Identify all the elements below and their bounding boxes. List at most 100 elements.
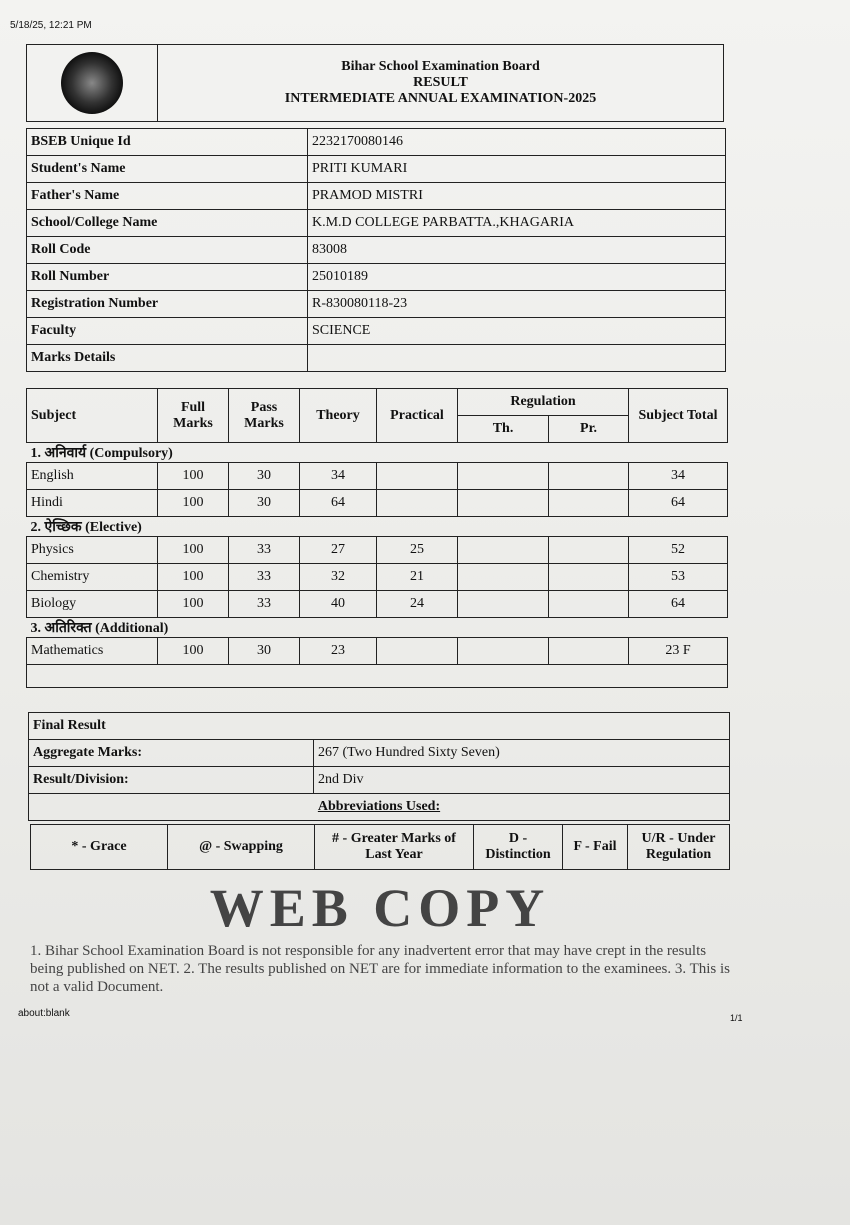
section-title: 2. ऐच्छिक (Elective) (26, 516, 728, 537)
info-value: R-830080118-23 (307, 290, 726, 318)
web-copy-watermark: WEB COPY (209, 878, 551, 938)
empty-cell (26, 664, 728, 688)
cell-total: 53 (628, 563, 728, 591)
subject-row: Chemistry 100 33 32 21 53 (26, 563, 728, 591)
cell-theory: 23 (299, 637, 377, 665)
info-label: School/College Name (26, 209, 308, 237)
cell-practical (376, 489, 458, 517)
abbr-grace: * - Grace (30, 824, 168, 870)
cell-full: 100 (157, 563, 229, 591)
cell-subject: English (26, 462, 158, 490)
col-pass-marks: Pass Marks (228, 388, 300, 443)
info-row: Registration Number R-830080118-23 (26, 290, 726, 318)
subject-row: Physics 100 33 27 25 52 (26, 536, 728, 564)
marks-table: Subject Full Marks Pass Marks Theory Pra… (26, 388, 728, 688)
abbr-fail: F - Fail (562, 824, 628, 870)
cell-subject: Chemistry (26, 563, 158, 591)
info-value: 25010189 (307, 263, 726, 291)
cell-pr (548, 536, 629, 564)
page-url: about:blank (18, 1008, 70, 1019)
cell-pr (548, 590, 629, 618)
info-row: Faculty SCIENCE (26, 317, 726, 345)
logo-cell (26, 44, 158, 122)
abbr-swapping: @ - Swapping (167, 824, 315, 870)
cell-total: 64 (628, 489, 728, 517)
cell-theory: 27 (299, 536, 377, 564)
info-value: 2232170080146 (307, 128, 726, 156)
cell-pass: 30 (228, 489, 300, 517)
exam-name: INTERMEDIATE ANNUAL EXAMINATION-2025 (284, 91, 597, 106)
subject-row: English 100 30 34 34 (26, 462, 728, 490)
result-table: Final Result Aggregate Marks: 267 (Two Hu… (28, 712, 730, 821)
abbreviations-table: * - Grace @ - Swapping # - Greater Marks… (30, 824, 730, 870)
info-label: Faculty (26, 317, 308, 345)
info-label: Student's Name (26, 155, 308, 183)
section-title: 3. अतिरिक्त (Additional) (26, 617, 728, 638)
cell-full: 100 (157, 590, 229, 618)
division-value: 2nd Div (313, 766, 730, 794)
info-value: PRAMOD MISTRI (307, 182, 726, 210)
section-title: 1. अनिवार्य (Compulsory) (26, 442, 728, 463)
abbr-under-regulation: U/R - Under Regulation (627, 824, 730, 870)
col-subject-total: Subject Total (628, 388, 728, 443)
cell-full: 100 (157, 536, 229, 564)
cell-subject: Mathematics (26, 637, 158, 665)
cell-theory: 34 (299, 462, 377, 490)
info-row: Roll Code 83008 (26, 236, 726, 264)
cell-total: 64 (628, 590, 728, 618)
cell-full: 100 (157, 489, 229, 517)
col-theory: Theory (299, 388, 377, 443)
cell-subject: Biology (26, 590, 158, 618)
header-title: Bihar School Examination Board RESULT IN… (157, 44, 724, 122)
info-row: Father's Name PRAMOD MISTRI (26, 182, 726, 210)
cell-pass: 30 (228, 637, 300, 665)
page-number: 1/1 (730, 1013, 743, 1023)
col-full-marks: Full Marks (157, 388, 229, 443)
board-name: Bihar School Examination Board (341, 59, 540, 74)
section-row: 3. अतिरिक्त (Additional) (26, 617, 728, 638)
info-label: Marks Details (26, 344, 308, 372)
student-info-table: BSEB Unique Id 2232170080146 Student's Nam… (26, 128, 726, 372)
info-label: Registration Number (26, 290, 308, 318)
info-value (307, 344, 726, 372)
cell-theory: 40 (299, 590, 377, 618)
cell-full: 100 (157, 462, 229, 490)
spacer-row (26, 664, 728, 688)
cell-theory: 32 (299, 563, 377, 591)
info-value: 83008 (307, 236, 726, 264)
cell-th (456, 536, 550, 564)
cell-practical: 25 (376, 536, 458, 564)
cell-pr (548, 489, 629, 517)
aggregate-label: Aggregate Marks: (28, 739, 314, 767)
cell-pr (548, 637, 629, 665)
cell-th (456, 563, 550, 591)
cell-total: 34 (628, 462, 728, 490)
cell-total: 23 F (628, 637, 728, 665)
abbreviations-title: Abbreviations Used: (28, 793, 730, 821)
info-value: K.M.D COLLEGE PARBATTA.,KHAGARIA (307, 209, 726, 237)
disclaimer-watermark: 1. Bihar School Examination Board is not… (30, 943, 731, 995)
bseb-logo (61, 52, 123, 114)
division-label: Result/Division: (28, 766, 314, 794)
info-label: BSEB Unique Id (26, 128, 308, 156)
abbr-distinction: D - Distinction (473, 824, 563, 870)
cell-th (456, 637, 550, 665)
subject-row: Mathematics 100 30 23 23 F (26, 637, 728, 665)
subject-row: Hindi 100 30 64 64 (26, 489, 728, 517)
info-label: Roll Number (26, 263, 308, 291)
cell-subject: Physics (26, 536, 158, 564)
cell-theory: 64 (299, 489, 377, 517)
section-row: 1. अनिवार्य (Compulsory) (26, 442, 728, 463)
cell-full: 100 (157, 637, 229, 665)
aggregate-value: 267 (Two Hundred Sixty Seven) (313, 739, 730, 767)
info-value: PRITI KUMARI (307, 155, 726, 183)
cell-total: 52 (628, 536, 728, 564)
cell-pr (548, 462, 629, 490)
section-row: 2. ऐच्छिक (Elective) (26, 516, 728, 537)
cell-pass: 33 (228, 590, 300, 618)
cell-th (456, 489, 550, 517)
info-row: Student's Name PRITI KUMARI (26, 155, 726, 183)
cell-pass: 33 (228, 563, 300, 591)
cell-th (456, 590, 550, 618)
cell-pass: 33 (228, 536, 300, 564)
